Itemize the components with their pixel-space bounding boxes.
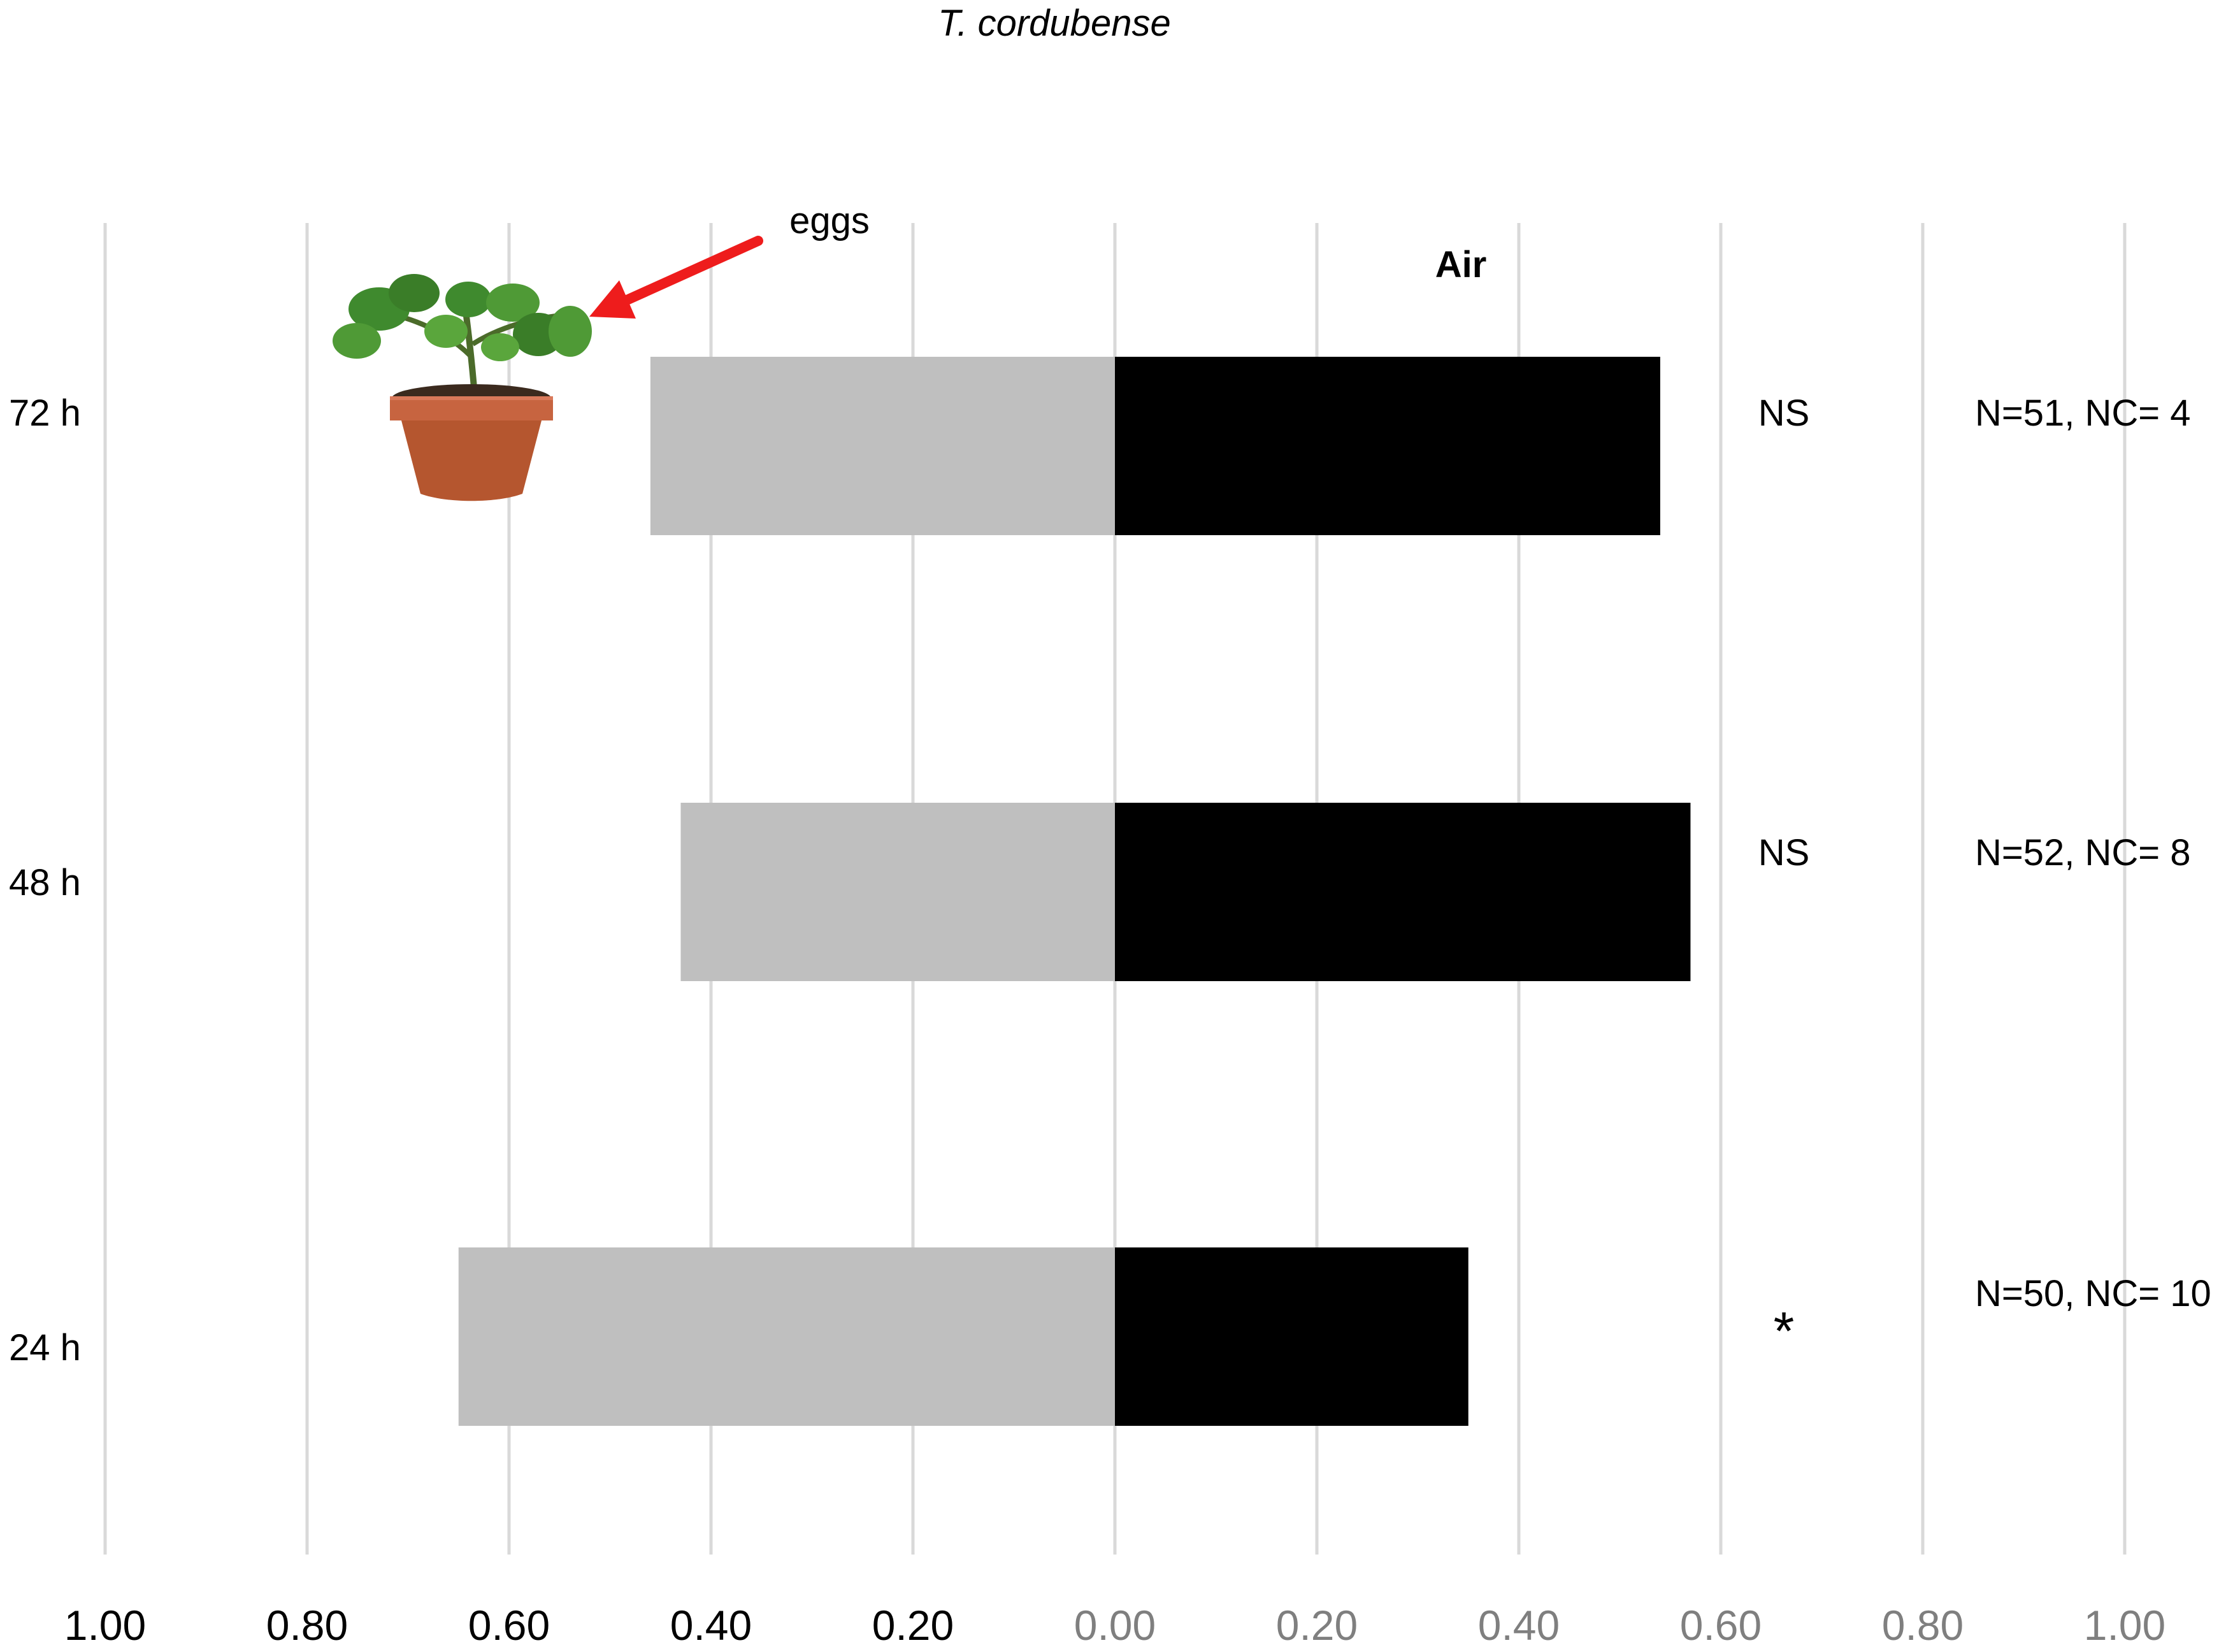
sample-size-label: N=50, NC= 10 — [1975, 1273, 2211, 1314]
x-tick-label: 0.80 — [266, 1602, 348, 1649]
sample-size-labels: N=51, NC= 4 N=52, NC= 8 N=50, NC= 10 — [1975, 392, 2211, 1314]
x-tick-label: 0.40 — [670, 1602, 752, 1649]
bars — [458, 357, 1691, 1426]
x-tick-label: 0.20 — [1276, 1602, 1358, 1649]
category-label: 24 h — [9, 1327, 81, 1368]
significance-label: NS — [1758, 392, 1810, 434]
significance-label: * — [1774, 1301, 1795, 1361]
x-tick-label: 1.00 — [64, 1602, 146, 1649]
eggs-arrow — [589, 236, 763, 319]
potted-tomato-plant-icon — [333, 274, 592, 501]
x-tick-label: 0.00 — [1074, 1602, 1156, 1649]
x-axis-ticks: 1.00 0.80 0.60 0.40 0.20 0.00 0.20 0.40 0.60 0.80… — [64, 1602, 2165, 1649]
bar-right — [1115, 803, 1691, 981]
series-label-air: Air — [1435, 244, 1487, 285]
chart-title: T. cordubense — [938, 3, 1170, 44]
significance-labels: NS NS * — [1758, 392, 1810, 1361]
category-labels: 72 h 48 h 24 h — [9, 392, 81, 1368]
category-label: 48 h — [9, 862, 81, 903]
bar-left — [458, 1247, 1115, 1426]
significance-label: NS — [1758, 832, 1810, 873]
category-label: 72 h — [9, 392, 81, 434]
x-tick-label: 0.80 — [1882, 1602, 1964, 1649]
eggs-annotation: eggs — [789, 200, 870, 241]
bar-left — [650, 357, 1115, 535]
bar-right — [1115, 357, 1660, 535]
bar-left — [680, 803, 1115, 981]
sample-size-label: N=52, NC= 8 — [1975, 832, 2191, 873]
sample-size-label: N=51, NC= 4 — [1975, 392, 2191, 434]
bar-right — [1115, 1247, 1468, 1426]
x-tick-label: 0.40 — [1478, 1602, 1560, 1649]
x-tick-label: 0.60 — [1680, 1602, 1762, 1649]
x-tick-label: 1.00 — [2084, 1602, 2165, 1649]
x-tick-label: 0.20 — [872, 1602, 954, 1649]
x-tick-label: 0.60 — [468, 1602, 550, 1649]
